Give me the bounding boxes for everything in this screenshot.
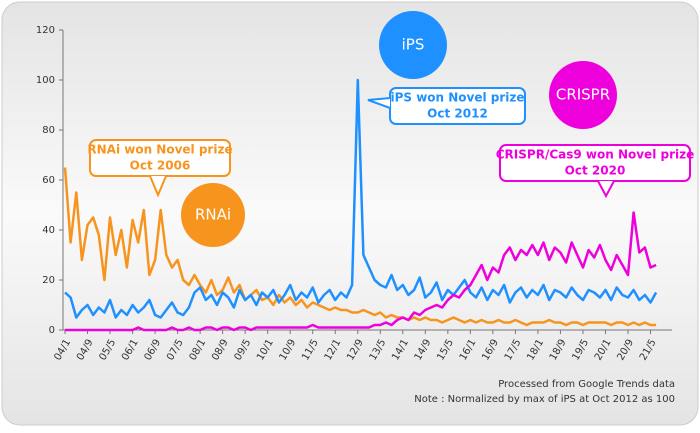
series-bubble [379, 11, 447, 79]
series-bubble [549, 61, 617, 129]
y-tick-label: 80 [42, 125, 55, 136]
annotation-text: iPS won Novel prize [390, 91, 524, 105]
annotation-text: Oct 2006 [130, 159, 191, 173]
y-tick-label: 100 [36, 75, 55, 86]
annotation-text: RNAi won Novel prize [87, 143, 232, 157]
y-tick-label: 0 [49, 325, 55, 336]
annotation-text: Oct 2012 [427, 107, 488, 121]
series-name: iPS [402, 36, 425, 54]
y-tick-label: 120 [36, 25, 55, 36]
y-tick-label: 40 [42, 225, 55, 236]
series-bubble [181, 183, 245, 247]
note: Processed from Google Trends data [498, 379, 675, 390]
annotation-pointer [149, 175, 167, 198]
annotation-text: Oct 2020 [565, 164, 626, 178]
annotation-pointer [597, 180, 615, 199]
series-line [63, 167, 657, 327]
series-name: RNAi [195, 206, 231, 224]
annotation-pointer [367, 97, 391, 109]
note: Note : Normalized by max of iPS at Oct 2… [414, 394, 675, 405]
annotation-text: CRISPR/Cas9 won Novel prize [496, 148, 694, 162]
series-name: CRISPR [556, 86, 610, 104]
annotation-box [499, 144, 691, 182]
y-tick-label: 20 [42, 275, 55, 286]
series-line [65, 211, 657, 332]
series-line [64, 78, 658, 319]
y-tick-label: 60 [42, 175, 55, 186]
